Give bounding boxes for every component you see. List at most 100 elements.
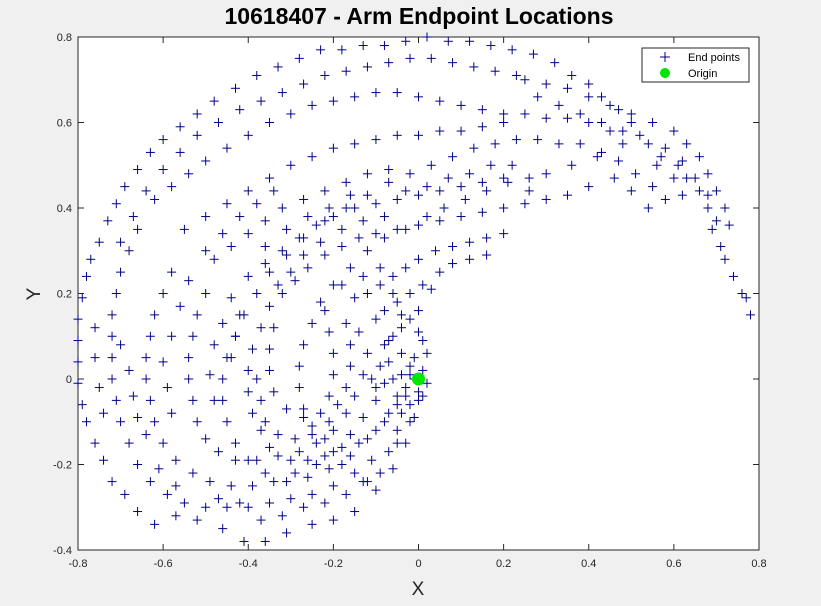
end-point-marker [690,173,700,183]
end-point-marker [252,199,262,209]
end-point-marker [184,353,194,363]
end-point-marker [299,404,309,414]
end-point-marker [422,378,432,388]
end-point-marker [209,254,219,264]
end-point-marker [456,100,466,110]
x-tick-label: -0.4 [239,558,258,570]
end-point-marker [171,511,181,521]
end-point-marker [337,460,347,469]
end-point-marker [418,280,428,290]
end-point-marker [716,241,726,251]
end-point-marker [294,361,304,371]
end-point-marker [618,126,628,136]
end-point-marker [192,417,202,427]
end-point-marker [226,481,236,491]
end-point-marker [409,412,419,422]
end-point-marker [201,156,211,166]
chart-title: 10618407 - Arm Endpoint Locations [225,3,614,29]
end-point-marker [299,502,309,512]
end-point-marker [362,348,372,358]
end-point-marker [73,336,83,346]
end-point-marker [120,489,130,499]
end-point-marker [392,438,402,448]
end-point-marker [320,70,330,80]
end-point-marker [133,224,143,234]
end-point-marker [158,357,168,367]
end-point-marker [682,173,692,183]
end-point-marker [265,498,275,508]
end-point-marker [371,383,381,393]
end-point-marker [652,160,662,170]
end-point-marker [465,254,475,264]
x-tick-label: 0 [415,558,421,570]
end-point-marker [218,374,228,384]
end-point-marker [384,447,394,457]
end-point-marker [265,344,275,354]
end-point-marker [94,383,104,393]
end-point-marker [316,45,326,55]
end-point-marker [511,135,521,145]
end-point-marker [345,340,355,350]
end-point-marker [631,169,641,179]
end-point-marker [311,220,321,230]
end-point-marker [341,408,351,418]
end-point-marker [282,528,292,538]
end-point-marker [477,105,487,115]
end-point-marker [388,289,398,298]
end-point-marker [324,464,334,474]
end-point-marker [167,331,177,341]
end-point-marker [456,212,466,222]
end-point-marker [209,96,219,106]
end-point-marker [367,455,377,465]
end-point-marker [277,203,287,213]
end-point-marker [320,498,330,508]
end-point-marker [350,391,360,401]
end-point-marker [371,88,381,98]
end-point-marker [248,344,258,354]
end-point-marker [597,147,607,157]
end-point-marker [171,455,181,465]
end-point-marker [562,190,572,200]
end-point-marker [648,118,658,127]
y-tick-label: 0 [66,374,72,386]
end-point-marker [426,160,436,170]
x-tick-label: -0.6 [154,558,173,570]
end-point-marker [469,62,479,72]
end-point-marker [116,237,126,247]
end-point-marker [328,370,338,380]
end-point-marker [128,212,138,222]
end-point-marker [94,237,104,247]
end-point-marker [277,289,287,298]
end-point-marker [503,177,513,187]
end-point-marker [307,519,317,529]
end-point-marker [230,455,240,465]
end-point-marker [614,156,624,166]
end-point-marker [354,327,364,337]
end-point-marker [226,353,236,363]
end-point-marker [73,314,83,324]
end-point-marker [414,92,423,102]
end-point-marker [341,177,351,187]
legend-endpoints-marker [660,52,670,62]
end-point-marker [286,494,296,504]
end-point-marker [141,430,151,440]
end-point-marker [426,284,436,294]
end-point-marker [294,53,304,63]
end-point-marker [435,126,445,136]
end-point-marker [158,165,168,175]
end-point-marker [414,327,423,337]
end-point-marker [107,353,117,363]
end-point-marker [316,237,326,247]
end-point-marker [554,139,564,149]
end-point-marker [499,203,509,213]
end-point-marker [184,374,194,384]
end-point-marker [303,263,313,273]
end-point-marker [328,212,338,222]
end-point-marker [669,173,679,183]
end-point-marker [379,378,389,388]
end-point-marker [269,323,279,333]
end-point-marker [307,430,317,440]
end-point-marker [192,515,202,525]
end-point-marker [422,182,432,192]
end-point-marker [213,494,223,504]
